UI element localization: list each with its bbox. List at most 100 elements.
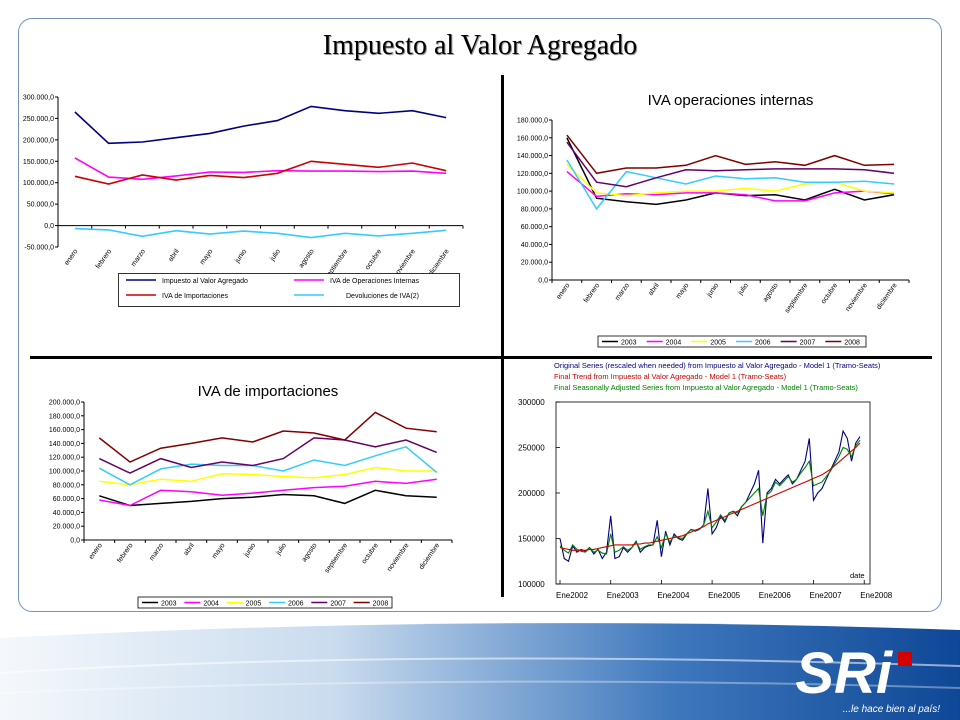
y-tick-label: 200.000,0 — [23, 137, 54, 144]
y-tick-label: 180.000,0 — [517, 118, 548, 125]
legend-label: IVA de Importaciones — [162, 293, 229, 300]
x-tick-label: octubre — [361, 542, 380, 565]
legend-label: 2005 — [710, 340, 726, 347]
x-axis-label: date — [850, 571, 865, 580]
x-tick-label: abril — [647, 282, 661, 297]
x-tick-label: julio — [269, 248, 283, 263]
series-line-2007 — [566, 141, 895, 188]
series-line-devoluciones-de-iva-2- — [74, 227, 447, 239]
x-tick-label: Ene2003 — [607, 591, 640, 600]
y-tick-label: 20.000,0 — [53, 524, 80, 531]
x-tick-label: junio — [233, 248, 248, 265]
y-tick-label: 150.000,0 — [23, 159, 54, 166]
x-tick-label: noviembre — [386, 542, 411, 573]
x-tick-label: septiembre — [784, 282, 810, 314]
x-tick-label: Ene2004 — [657, 591, 690, 600]
chart-seasonal-adjustment: Original Series (rescaled when needed) f… — [518, 361, 893, 600]
x-tick-label: enero — [556, 282, 572, 301]
x-tick-label: octubre — [820, 282, 839, 305]
logo-dot-icon — [898, 652, 912, 666]
series-line-impuesto-al-valor-agregado — [74, 105, 447, 145]
y-tick-label: 0,0 — [538, 278, 548, 285]
y-tick-label: 80.000,0 — [53, 482, 80, 489]
y-tick-label: 120.000,0 — [49, 455, 80, 462]
y-tick-label: 50.000,0 — [27, 202, 54, 209]
y-tick-label: 250.000,0 — [23, 116, 54, 123]
series-line-2005 — [99, 466, 437, 486]
y-tick-label: 60.000,0 — [53, 496, 80, 503]
x-tick-label: abril — [183, 542, 197, 557]
x-tick-label: febrero — [95, 248, 114, 270]
legend-label: IVA de Operaciones Internas — [330, 278, 419, 285]
y-tick-label: 300000 — [518, 398, 545, 407]
x-tick-label: Ene2007 — [810, 591, 843, 600]
legend-box — [118, 273, 460, 307]
y-tick-label: 80.000,0 — [521, 206, 548, 213]
y-tick-label: 40.000,0 — [521, 242, 548, 249]
x-tick-label: diciembre — [876, 282, 899, 311]
legend-label: 2006 — [755, 340, 771, 347]
series-line-2007 — [98, 437, 437, 474]
y-tick-label: 60.000,0 — [521, 224, 548, 231]
series-line-2006 — [98, 445, 438, 486]
legend-label: 2007 — [330, 601, 346, 608]
x-tick-label: septiembre — [324, 542, 350, 574]
y-tick-label: 180.000,0 — [49, 413, 80, 420]
x-tick-label: mayo — [199, 248, 215, 266]
x-tick-label: febrero — [583, 282, 602, 304]
y-tick-label: 100000 — [518, 580, 545, 589]
legend-label: 2004 — [666, 340, 682, 347]
legend-entry: Final Seasonally Adjusted Series from Im… — [554, 383, 858, 392]
x-tick-label: agosto — [301, 542, 319, 563]
chart-title: IVA operaciones internas — [648, 92, 814, 109]
y-tick-label: 250000 — [518, 444, 545, 453]
y-tick-label: 100.000,0 — [517, 189, 548, 196]
y-tick-label: 200000 — [518, 489, 545, 498]
legend-label: 2008 — [373, 601, 389, 608]
legend-entry: Original Series (rescaled when needed) f… — [554, 361, 881, 370]
y-tick-label: 20.000,0 — [521, 260, 548, 267]
x-tick-label: agosto — [298, 248, 316, 269]
legend-entry: Final Trend from Impuesto al Valor Agreg… — [554, 372, 787, 381]
series-line-2004 — [566, 171, 895, 202]
y-tick-label: 150000 — [518, 535, 545, 544]
chart-iva-importaciones: IVA de importaciones 200.000,0 180.000,0 16… — [49, 383, 453, 609]
x-tick-label: julio — [275, 542, 289, 557]
x-tick-label: diciembre — [418, 542, 441, 571]
x-tick-label: enero — [88, 542, 104, 561]
series-line-2006 — [566, 159, 895, 211]
legend-label: 2004 — [203, 601, 219, 608]
series-line-2003 — [99, 489, 437, 507]
series-line-2008 — [98, 411, 437, 463]
x-tick-label: julio — [737, 282, 751, 297]
y-tick-label: -50.000,0 — [24, 245, 54, 252]
x-tick-label: abril — [167, 248, 181, 263]
chart-iva-total: 300.000,0 250.000,0 200.000,0 150.000,0 100.… — [23, 95, 464, 281]
x-tick-label: agosto — [762, 282, 780, 303]
legend-box — [597, 335, 867, 348]
y-tick-label: 100.000,0 — [49, 469, 80, 476]
legend-label: 2007 — [800, 340, 816, 347]
y-tick-label: 120.000,0 — [517, 171, 548, 178]
x-tick-label: enero — [64, 248, 80, 267]
series-line-original — [559, 429, 861, 563]
y-tick-label: 140.000,0 — [517, 153, 548, 160]
y-tick-label: 0,0 — [44, 223, 54, 230]
y-tick-label: 160.000,0 — [517, 135, 548, 142]
y-tick-label: 300.000,0 — [23, 95, 54, 102]
x-tick-label: Ene2002 — [556, 591, 589, 600]
logo-slogan: ...le hace bien al país! — [843, 704, 941, 715]
x-tick-label: mayo — [675, 282, 691, 300]
horizontal-divider — [30, 356, 932, 359]
x-tick-label: noviembre — [845, 282, 870, 313]
x-tick-label: marzo — [148, 542, 165, 562]
series-line-trend — [559, 442, 861, 551]
series-line-iva-de-operaciones-internas — [74, 157, 447, 181]
x-tick-label: marzo — [614, 282, 631, 302]
series-line-iva-de-importaciones — [74, 160, 447, 185]
series-line-seasonally-adjusted — [559, 439, 861, 555]
legend-iva-total: Impuesto al Valor Agregado IVA de Operaci… — [118, 273, 460, 307]
chart-iva-operaciones-internas: IVA operaciones internas 180.000,0 160.000… — [517, 92, 910, 348]
x-tick-label: junio — [243, 542, 258, 559]
x-tick-label: octubre — [364, 248, 383, 271]
